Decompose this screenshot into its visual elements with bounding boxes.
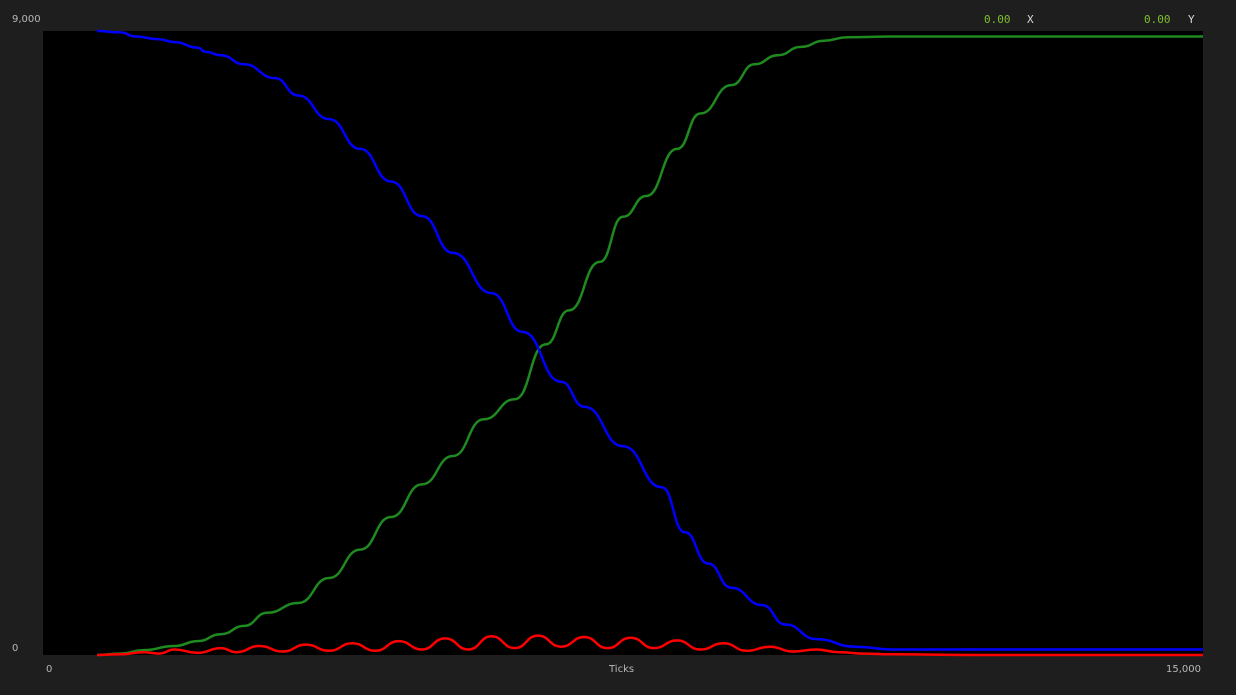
x-max-tick-label: 15,000 bbox=[1166, 664, 1201, 675]
x-readout-value: 0.00 bbox=[984, 13, 1011, 26]
y-min-tick-label: 0 bbox=[12, 643, 19, 654]
x-axis-label: Ticks bbox=[609, 664, 635, 675]
y-readout-value: 0.00 bbox=[1144, 13, 1171, 26]
x-min-tick-label: 0 bbox=[46, 664, 53, 675]
x-readout-label: X bbox=[1027, 13, 1034, 26]
series-line-1 bbox=[97, 35, 1203, 657]
y-readout-label: Y bbox=[1188, 13, 1195, 26]
series-line-0 bbox=[97, 29, 1203, 651]
plot-area[interactable] bbox=[43, 31, 1203, 655]
series-layer bbox=[97, 29, 1203, 657]
series-line-2 bbox=[97, 634, 1203, 657]
y-max-tick-label: 9,000 bbox=[12, 14, 41, 25]
